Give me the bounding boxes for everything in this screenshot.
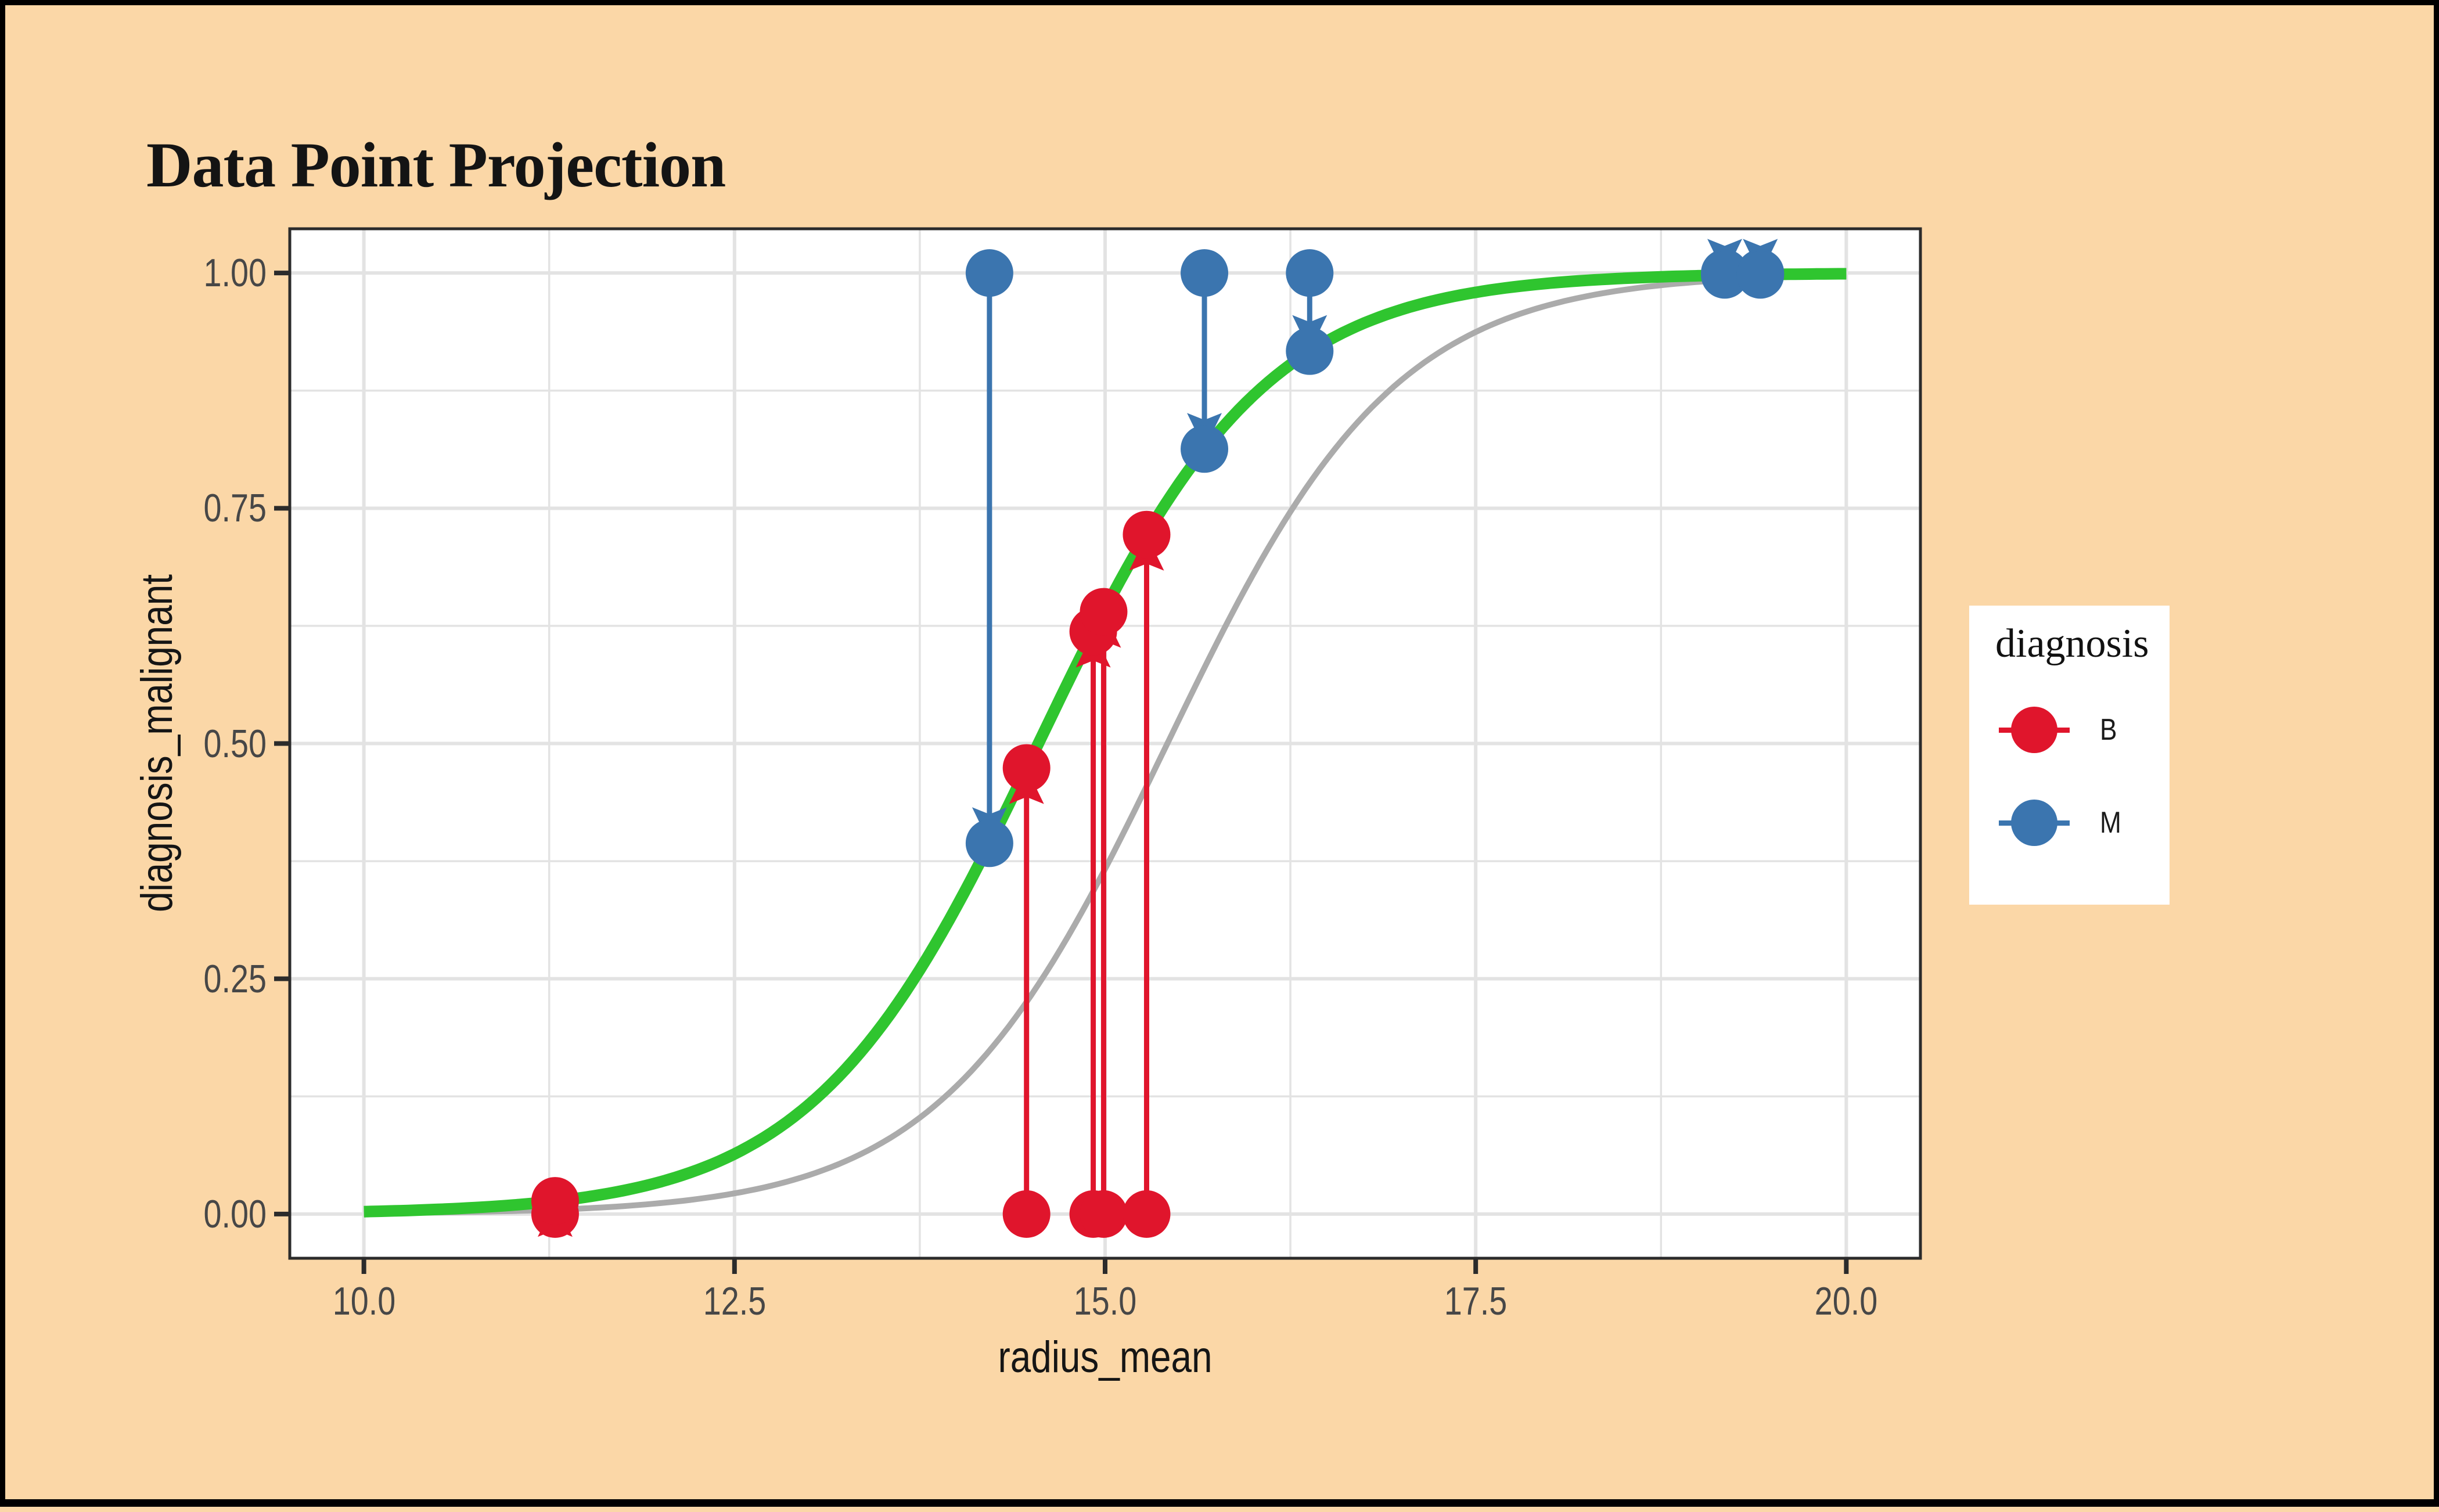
data-point-B-projected [531, 1177, 579, 1225]
y-tick-label: 0.25 [203, 956, 267, 1001]
data-point-M-projected [1701, 251, 1749, 299]
chart-title: Data Point Projection [146, 129, 726, 200]
data-point-M-observed [1181, 249, 1229, 297]
legend-key-point-icon [2011, 707, 2057, 753]
legend-entry-label: M [2100, 806, 2121, 840]
data-point-B-projected [1002, 744, 1051, 792]
data-point-M-projected [965, 819, 1013, 867]
panel-border [288, 227, 1922, 1260]
data-point-B-projected [1123, 510, 1171, 559]
legend: diagnosis B M [1969, 606, 2170, 905]
y-axis-title: diagnosis_malignant [132, 574, 182, 913]
legend-key-B [1990, 683, 2078, 776]
y-tick-label: 0.50 [203, 721, 267, 766]
data-point-M-observed [1286, 249, 1334, 297]
data-point-B-projected [1080, 588, 1128, 636]
data-point-M-observed [965, 249, 1013, 297]
x-tick-label: 17.5 [1444, 1279, 1508, 1323]
figure: Data Point Projection 10.0 12.5 15.0 17.5 20… [5, 5, 2434, 1499]
x-tick-label: 15.0 [1073, 1279, 1137, 1323]
data-point-B-observed [1080, 1190, 1128, 1238]
x-axis-title: radius_mean [998, 1333, 1213, 1382]
data-point-M-projected [1736, 251, 1785, 299]
legend-key-point-icon [2011, 800, 2057, 846]
legend-key-M [1990, 776, 2078, 869]
plot-panel [274, 227, 1922, 1274]
y-tick-label: 1.00 [203, 251, 267, 296]
legend-entry-B: B [1969, 683, 2170, 776]
y-tick-label: 0.00 [203, 1191, 267, 1236]
x-tick-label: 20.0 [1815, 1279, 1878, 1323]
legend-entry-label: B [2100, 713, 2117, 747]
data-point-M-projected [1286, 327, 1334, 375]
data-point-B-observed [1123, 1190, 1171, 1238]
x-tick-label: 12.5 [703, 1279, 767, 1323]
y-tick-label: 0.75 [203, 486, 267, 531]
legend-title: diagnosis [1995, 621, 2149, 666]
data-point-M-projected [1181, 425, 1229, 473]
legend-entry-M: M [1969, 776, 2170, 869]
x-tick-label: 10.0 [332, 1279, 395, 1323]
data-point-B-observed [1002, 1190, 1051, 1238]
